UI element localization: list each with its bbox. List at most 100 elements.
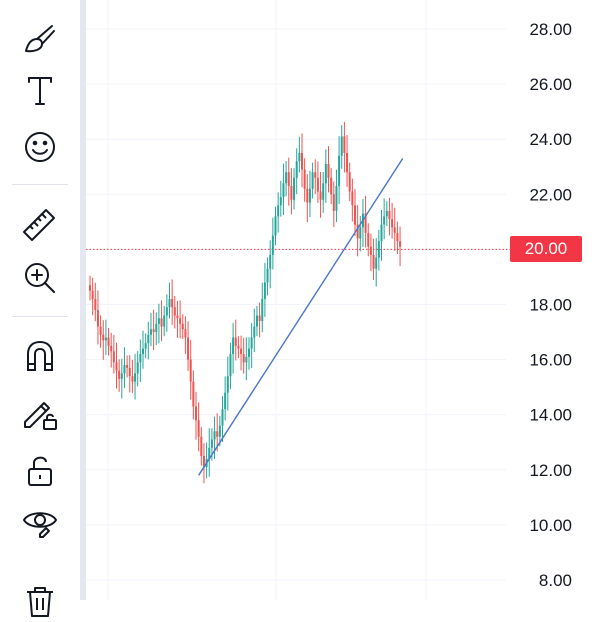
candle-body [91, 290, 94, 299]
candle-body [324, 163, 327, 184]
text-icon [28, 77, 52, 105]
candle-body [290, 186, 293, 200]
price-axis-label: 12.00 [529, 461, 572, 480]
candle-body [126, 365, 129, 368]
candle-body [319, 191, 322, 200]
candle-body [266, 268, 269, 283]
candle-body [359, 227, 362, 239]
candle-body [192, 381, 195, 407]
candle-body [200, 436, 203, 457]
price-axis-label: 16.00 [529, 351, 572, 370]
trash-tool-button[interactable] [18, 578, 62, 622]
zoom-tool-button[interactable] [18, 256, 62, 300]
emoji-icon [25, 132, 55, 162]
candle-body [261, 298, 264, 322]
candle-body [136, 362, 139, 374]
candle-body [242, 354, 245, 363]
magnet-icon [27, 340, 53, 371]
candle-body [224, 392, 227, 410]
candle-body [168, 298, 171, 308]
candle-body [131, 376, 134, 382]
price-axis-label: 8.00 [539, 571, 572, 590]
chart-pane[interactable]: 28.00 26.00 24.00 22.00 18.00 16.00 14.00 12.00… [86, 0, 600, 600]
candle-body [181, 323, 184, 330]
candle-body [282, 183, 285, 198]
candle-body [271, 235, 274, 255]
lock-drawings-button[interactable] [18, 390, 62, 434]
emoji-tool-button[interactable] [18, 125, 62, 169]
ruler-icon [23, 209, 55, 241]
candle-body [139, 354, 142, 363]
candle-body [253, 326, 256, 338]
candle-body [279, 197, 282, 206]
candle-body [107, 337, 110, 346]
candle-body [340, 136, 343, 156]
candle-body [184, 329, 187, 338]
trash-icon [27, 587, 53, 617]
candle-body [287, 172, 290, 187]
candle-body [118, 370, 121, 379]
candle-body [89, 285, 91, 291]
candle-body [248, 348, 250, 357]
candlestick-chart[interactable]: 28.00 26.00 24.00 22.00 18.00 16.00 14.00 12.00… [86, 0, 600, 600]
candle-body [343, 136, 346, 153]
ruler-tool-button[interactable] [18, 202, 62, 246]
candle-body [330, 177, 333, 195]
price-axis-label: 14.00 [529, 406, 572, 425]
candle-body [308, 188, 311, 203]
price-axis-label: 10.00 [529, 516, 572, 535]
eye-icon [23, 512, 57, 538]
candle-body [250, 337, 253, 349]
lock-tool-button[interactable] [18, 448, 62, 492]
candle-body [229, 354, 232, 377]
candle-body [173, 307, 176, 316]
candle-body [213, 431, 216, 440]
toolbar-edge [80, 0, 86, 600]
text-tool-button[interactable] [18, 68, 62, 112]
candle-body [112, 351, 115, 363]
candle-body [396, 232, 399, 242]
candle-body [332, 194, 335, 211]
visibility-tool-button[interactable] [18, 500, 62, 544]
zoom-in-icon [25, 263, 55, 293]
candle-body [218, 425, 221, 437]
magnet-tool-button[interactable] [18, 334, 62, 378]
candle-body [202, 456, 205, 468]
candle-body [165, 307, 168, 316]
candle-body [210, 439, 213, 448]
candle-body [123, 365, 126, 374]
candle-body [187, 337, 190, 360]
candle-body [385, 210, 388, 217]
candle-body [115, 362, 118, 371]
candle-body [356, 224, 359, 239]
candle-body [208, 447, 211, 459]
price-axis-label: 28.00 [529, 20, 572, 39]
candle-body [104, 337, 107, 341]
candle-body [277, 205, 280, 217]
candle-body [269, 254, 272, 269]
candle-body [391, 219, 394, 228]
candle-body [155, 323, 158, 333]
brush-tool-button[interactable] [18, 17, 62, 61]
candle-body [301, 152, 303, 170]
brush-icon [25, 25, 55, 53]
candle-body [369, 246, 372, 255]
candle-body [96, 310, 99, 327]
candle-body [311, 172, 314, 189]
candle-body [99, 326, 102, 335]
candle-body [380, 224, 383, 242]
candle-body [348, 172, 351, 192]
candle-body [245, 356, 248, 363]
candle-body [147, 334, 150, 344]
candle-body [367, 232, 370, 247]
candle-body [226, 376, 229, 393]
candle-body [232, 337, 235, 355]
candle-body [102, 334, 105, 341]
candle-body [216, 431, 219, 437]
candle-body [351, 191, 354, 206]
candle-body [298, 152, 301, 162]
candle-body [234, 337, 237, 346]
trendline [198, 158, 404, 476]
candle-body [293, 177, 296, 200]
candle-body [142, 348, 144, 355]
